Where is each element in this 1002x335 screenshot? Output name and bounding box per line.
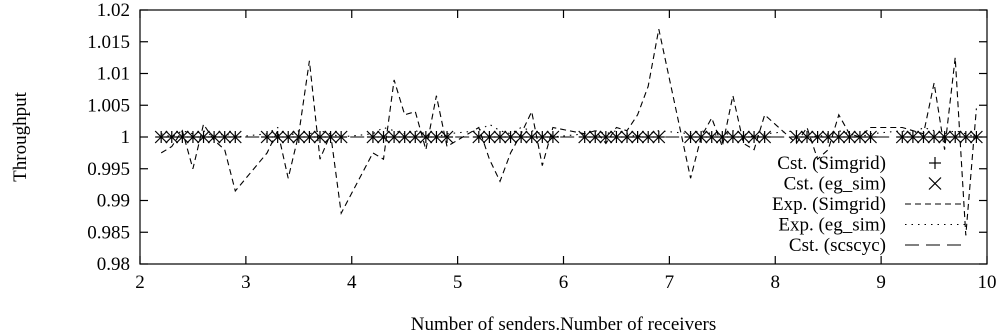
- x-marker-b: [737, 130, 750, 144]
- y-tick-label: 1: [121, 127, 131, 148]
- legend-label: Exp. (Simgrid): [772, 194, 886, 215]
- y-tick-label: 0.99: [97, 191, 130, 212]
- x-marker-b: [758, 130, 772, 144]
- data-point: [864, 130, 877, 144]
- x-tick-label: 9: [876, 272, 886, 293]
- data-point: [821, 130, 835, 144]
- y-tick-label: 1.015: [87, 32, 130, 53]
- x-marker-b: [969, 130, 983, 144]
- legend: Cst. (Simgrid)Cst. (eg_sim)Exp. (Simgrid…: [772, 153, 965, 256]
- legend-label: Exp. (eg_sim): [778, 215, 886, 236]
- data-point: [969, 130, 983, 144]
- x-marker-b: [928, 177, 942, 190]
- legend-label: Cst. (eg_sim): [784, 174, 886, 195]
- x-marker-b: [842, 130, 856, 144]
- y-tick-label: 0.995: [87, 159, 130, 180]
- series-line: [160, 28, 977, 236]
- x-axis-title: Number of senders.Number of receivers: [411, 314, 716, 335]
- plot-area: [154, 28, 983, 236]
- data-point: [842, 130, 856, 144]
- x-tick-label: 5: [453, 272, 463, 293]
- series-3: [161, 123, 977, 138]
- x-marker-b: [631, 130, 645, 144]
- y-tick-label: 0.98: [97, 254, 130, 275]
- x-tick-label: 10: [978, 272, 997, 293]
- data-point: [154, 130, 168, 144]
- axis-ticks: [139, 9, 988, 265]
- data-point: [631, 130, 645, 144]
- x-marker-b: [864, 130, 877, 144]
- x-tick-label: 8: [771, 272, 781, 293]
- series-2: [160, 28, 977, 236]
- data-point: [927, 130, 941, 144]
- x-tick-label: 6: [559, 272, 569, 293]
- y-axis-title: Throughput: [10, 91, 31, 181]
- x-marker-b: [610, 130, 623, 144]
- x-marker-b: [821, 130, 835, 144]
- axis-tick-labels: 2 3 4 5 6 7 8 9 10 0.98 0.985 0.99 0.995 1 1.005 1.01 1.…: [87, 0, 996, 293]
- series-line: [161, 123, 977, 138]
- x-marker-b: [800, 130, 814, 144]
- x-marker-b: [906, 130, 920, 144]
- data-point: [652, 130, 666, 144]
- data-point: [588, 130, 602, 144]
- x-marker-b: [652, 130, 666, 144]
- y-tick-label: 1.01: [97, 64, 130, 85]
- legend-label: Cst. (scscyc): [789, 235, 886, 256]
- y-tick-label: 1.005: [87, 95, 130, 116]
- x-tick-label: 4: [347, 272, 357, 293]
- x-tick-label: 3: [241, 272, 251, 293]
- x-marker-b: [154, 130, 168, 144]
- legend-marker: [928, 177, 942, 190]
- legend-label: Cst. (Simgrid): [777, 153, 886, 174]
- data-point: [758, 130, 772, 144]
- y-tick-label: 0.985: [87, 222, 130, 243]
- legend-marker: [929, 157, 941, 169]
- y-tick-label: 1.02: [97, 0, 130, 21]
- data-point: [906, 130, 920, 144]
- x-marker-b: [588, 130, 602, 144]
- x-marker-b: [927, 130, 941, 144]
- x-tick-label: 2: [135, 272, 145, 293]
- x-tick-label: 7: [665, 272, 675, 293]
